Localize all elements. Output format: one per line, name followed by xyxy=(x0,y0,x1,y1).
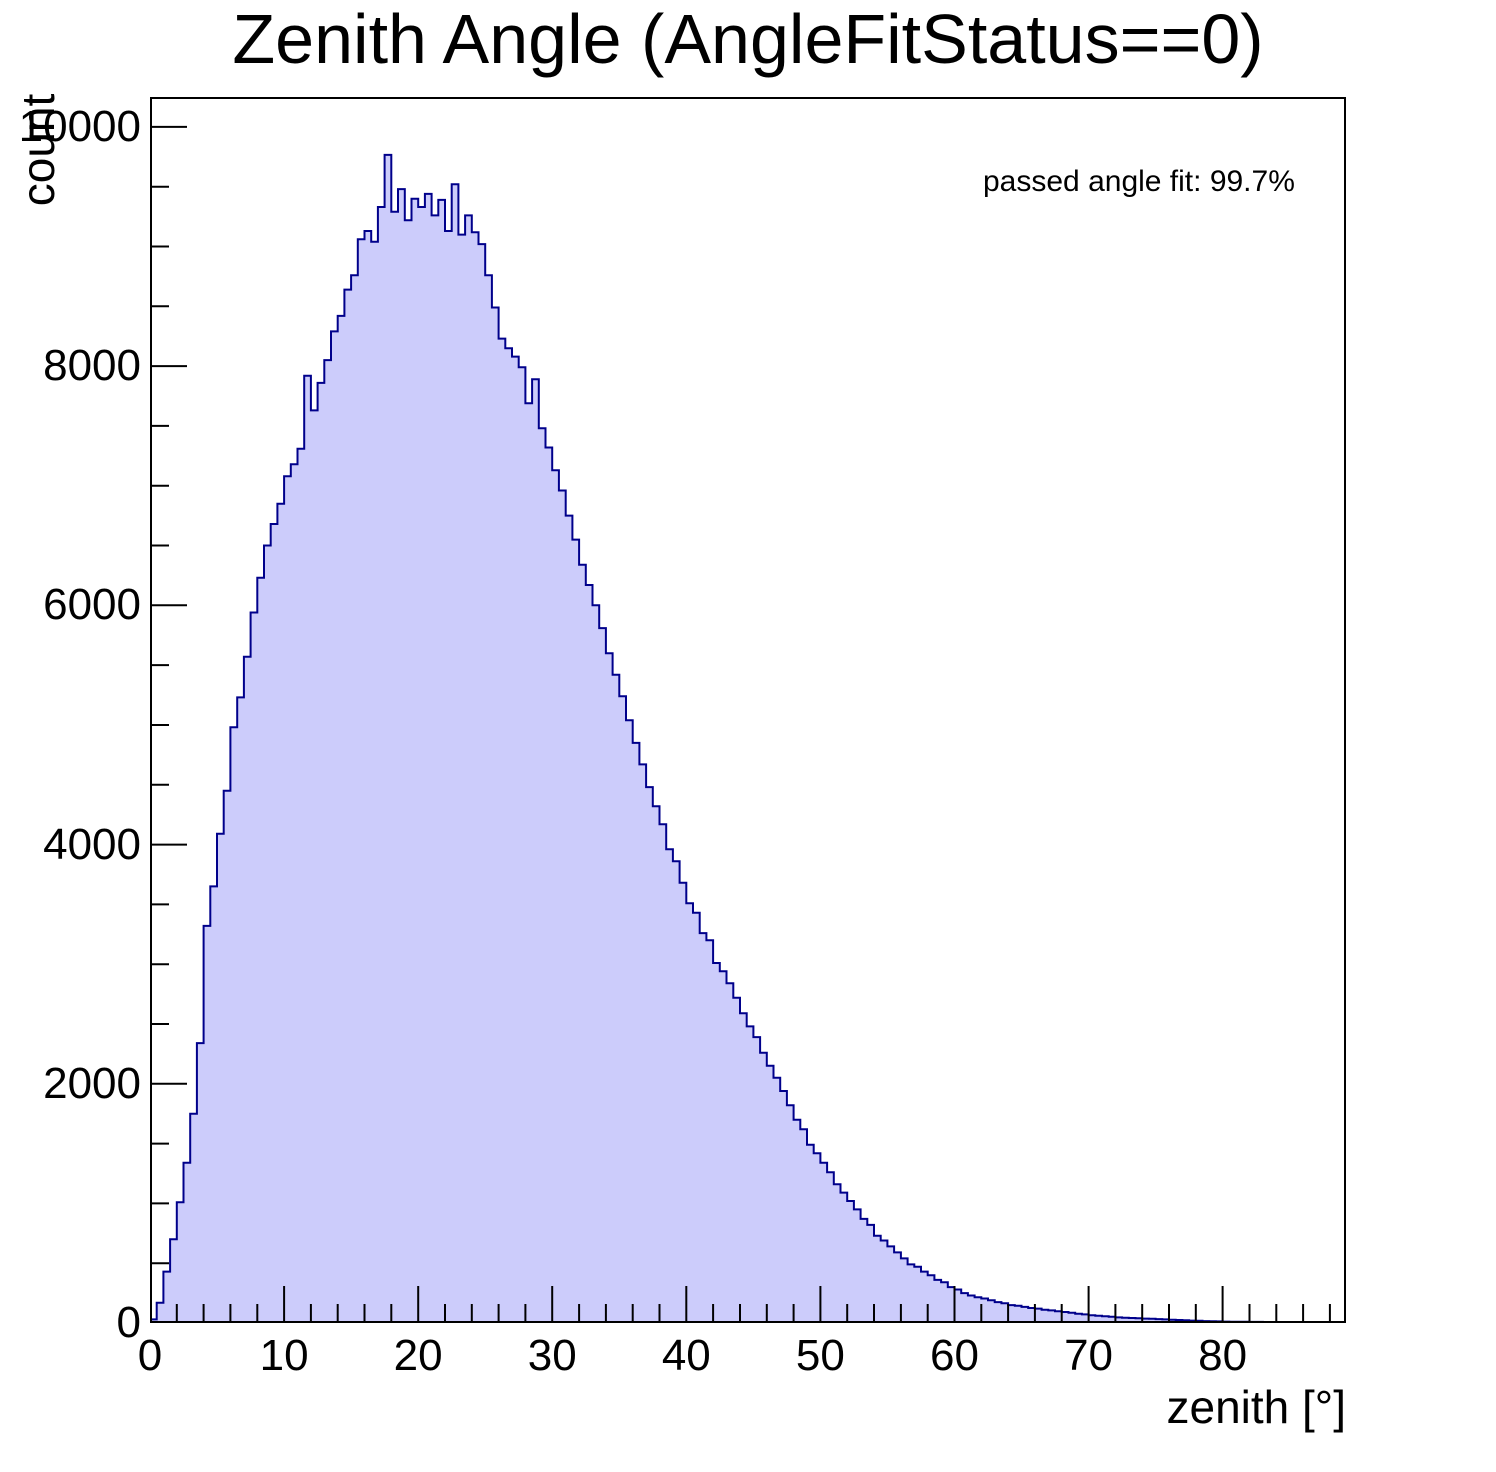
y-tick-label: 6000 xyxy=(43,580,141,630)
x-tick-label: 70 xyxy=(1064,1331,1114,1380)
y-tick-label: 8000 xyxy=(43,341,141,391)
x-tick-label: 0 xyxy=(137,1331,163,1380)
x-tick-label: 50 xyxy=(795,1331,845,1380)
plot-frame xyxy=(150,97,1346,1323)
y-tick-label: 10000 xyxy=(18,101,141,151)
x-tick-label: 30 xyxy=(527,1331,577,1380)
x-axis-title: zenith [°] xyxy=(1166,1381,1347,1433)
x-tick-label: 60 xyxy=(929,1331,979,1380)
y-tick-label: 4000 xyxy=(43,819,141,869)
annotation-passed-angle-fit: passed angle fit: 99.7% xyxy=(983,165,1295,198)
x-tick-label: 40 xyxy=(661,1331,711,1380)
y-tick-label: 0 xyxy=(116,1298,141,1347)
histogram-outline xyxy=(150,153,1345,1323)
x-tick-label: 20 xyxy=(393,1331,443,1380)
chart-title: Zenith Angle (AngleFitStatus==0) xyxy=(232,0,1264,78)
x-tick-label: 80 xyxy=(1198,1331,1248,1380)
x-tick-label: 10 xyxy=(259,1331,309,1380)
histogram-fill xyxy=(150,154,1344,1323)
plot-area xyxy=(150,97,1346,1323)
y-tick-label: 2000 xyxy=(43,1058,141,1108)
